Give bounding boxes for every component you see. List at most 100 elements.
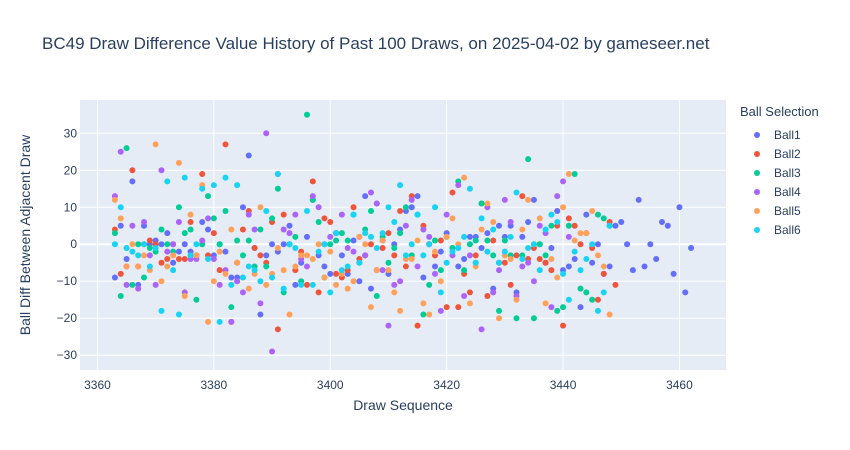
data-point xyxy=(548,256,555,263)
data-point xyxy=(164,241,171,248)
data-point xyxy=(228,274,235,281)
data-point xyxy=(216,318,223,325)
data-point xyxy=(269,348,276,355)
data-point xyxy=(216,241,223,248)
data-point xyxy=(594,241,601,248)
data-point xyxy=(274,170,281,177)
data-point xyxy=(222,248,229,255)
data-point xyxy=(210,215,217,222)
data-point xyxy=(571,237,578,244)
data-point xyxy=(484,230,491,237)
data-point xyxy=(379,244,386,251)
legend-item-ball5[interactable]: Ball5 xyxy=(740,201,819,220)
data-point xyxy=(199,237,206,244)
legend-item-ball4[interactable]: Ball4 xyxy=(740,182,819,201)
data-point xyxy=(367,285,374,292)
legend-item-ball6[interactable]: Ball6 xyxy=(740,220,819,239)
legend-item-ball1[interactable]: Ball1 xyxy=(740,125,819,144)
data-point xyxy=(658,219,665,226)
data-point xyxy=(117,215,124,222)
y-tick-label: −20 xyxy=(57,311,78,325)
data-point xyxy=(280,267,287,274)
data-point xyxy=(507,219,514,226)
data-point xyxy=(397,307,404,314)
data-point xyxy=(292,233,299,240)
data-point xyxy=(501,237,508,244)
data-point xyxy=(234,259,241,266)
data-point xyxy=(513,315,520,322)
data-point xyxy=(496,315,503,322)
data-point xyxy=(373,244,380,251)
data-point xyxy=(123,256,130,263)
data-point xyxy=(402,222,409,229)
data-point xyxy=(187,211,194,218)
data-point xyxy=(385,204,392,211)
data-point xyxy=(117,270,124,277)
legend-item-ball2[interactable]: Ball2 xyxy=(740,144,819,163)
data-point xyxy=(321,215,328,222)
x-tick-label: 3460 xyxy=(666,378,693,392)
data-point xyxy=(443,211,450,218)
data-point xyxy=(303,233,310,240)
data-point xyxy=(222,141,229,148)
data-point xyxy=(548,304,555,311)
data-point xyxy=(408,241,415,248)
data-point xyxy=(560,270,567,277)
data-point xyxy=(164,256,171,263)
data-point xyxy=(600,215,607,222)
data-point xyxy=(583,289,590,296)
data-point xyxy=(449,215,456,222)
data-point xyxy=(402,252,409,259)
data-point xyxy=(175,204,182,211)
data-point xyxy=(501,248,508,255)
data-point xyxy=(554,274,561,281)
data-point xyxy=(315,241,322,248)
data-point xyxy=(251,226,258,233)
data-point xyxy=(117,148,124,155)
data-point xyxy=(269,215,276,222)
data-point xyxy=(111,274,118,281)
data-point xyxy=(129,248,136,255)
data-point xyxy=(478,244,485,251)
data-point xyxy=(589,241,596,248)
y-axis-label: Ball Diff Between Adjacent Draw xyxy=(17,134,33,335)
data-point xyxy=(251,244,258,251)
data-point xyxy=(356,233,363,240)
data-point xyxy=(548,222,555,229)
data-point xyxy=(338,211,345,218)
data-point xyxy=(432,263,439,270)
data-point xyxy=(432,237,439,244)
data-point xyxy=(216,248,223,255)
data-point xyxy=(187,219,194,226)
data-point xyxy=(333,230,340,237)
data-point xyxy=(391,281,398,288)
data-point xyxy=(437,248,444,255)
data-point xyxy=(181,174,188,181)
legend-item-ball3[interactable]: Ball3 xyxy=(740,163,819,182)
data-point xyxy=(298,281,305,288)
data-point xyxy=(426,241,433,248)
data-point xyxy=(466,252,473,259)
data-point xyxy=(426,311,433,318)
data-point xyxy=(193,252,200,259)
chart-title: BC49 Draw Difference Value History of Pa… xyxy=(42,34,710,53)
data-point xyxy=(554,307,561,314)
data-point xyxy=(362,230,369,237)
data-point xyxy=(577,241,584,248)
data-point xyxy=(263,281,270,288)
data-point xyxy=(397,207,404,214)
data-point xyxy=(408,256,415,263)
data-point xyxy=(542,252,549,259)
data-point xyxy=(501,196,508,203)
data-point xyxy=(135,263,142,270)
data-point xyxy=(129,178,136,185)
series-ball4 xyxy=(111,130,572,355)
data-point xyxy=(274,326,281,333)
data-point xyxy=(292,281,299,288)
data-point xyxy=(152,141,159,148)
data-point xyxy=(490,289,497,296)
data-point xyxy=(344,237,351,244)
y-tick-label: −30 xyxy=(57,348,78,362)
data-point xyxy=(123,263,130,270)
data-point xyxy=(129,222,136,229)
